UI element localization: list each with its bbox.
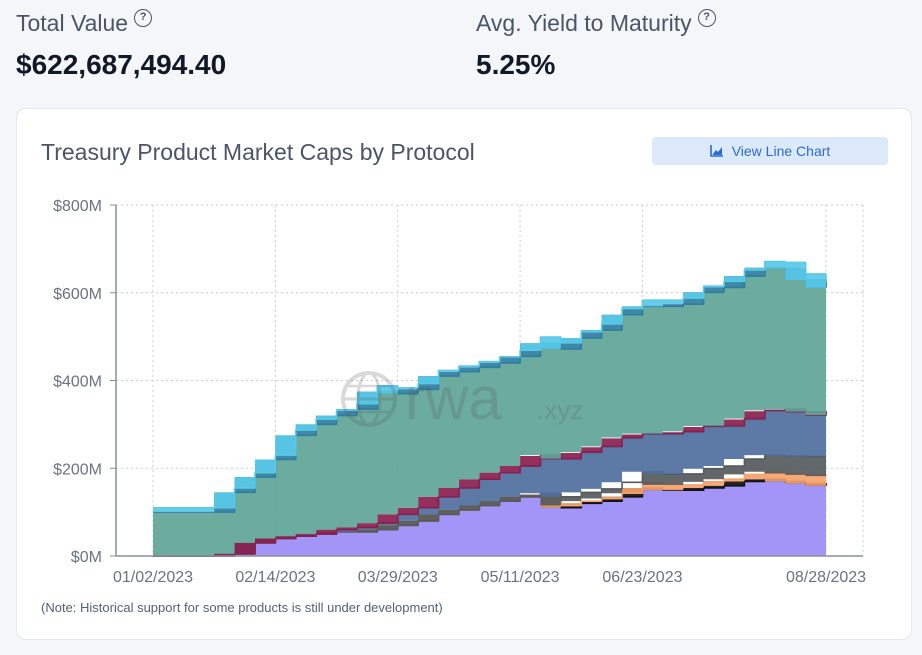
total-value-stat: Total Value ? $622,687,494.40	[16, 8, 227, 81]
total-value-label: Total Value	[16, 10, 129, 36]
x-tick-label: 02/14/2023	[235, 569, 315, 586]
series-area-6	[153, 267, 826, 556]
stacked-area-chart: $0M $200M $400M $600M $800M 01/02/2023 02/14/2…	[53, 198, 866, 586]
y-tick-label: $0M	[71, 549, 102, 566]
x-tick-label: 03/29/2023	[358, 569, 438, 586]
view-line-chart-label: View Line Chart	[731, 143, 831, 159]
y-tick-label: $600M	[53, 286, 102, 303]
chart-note: (Note: Historical support for some produ…	[41, 600, 443, 615]
view-line-chart-button[interactable]: View Line Chart	[652, 137, 888, 165]
watermark-text: rwa	[405, 365, 502, 432]
series-area-0	[153, 479, 826, 556]
globe-icon	[341, 371, 397, 427]
question-circle-icon[interactable]: ?	[697, 8, 716, 27]
series-line-8	[153, 260, 827, 509]
chart-card: $0M $200M $400M $600M $800M 01/02/2023 02/14/2…	[16, 108, 912, 640]
question-circle-icon[interactable]: ?	[134, 8, 153, 27]
y-tick-label: $800M	[53, 198, 102, 215]
x-tick-label: 06/23/2023	[602, 569, 682, 586]
yield-value: 5.25%	[476, 49, 556, 80]
yield-label: Avg. Yield to Maturity	[476, 10, 692, 36]
x-tick-label: 08/28/2023	[786, 569, 866, 586]
x-tick-label: 01/02/2023	[113, 569, 193, 586]
x-tick-label: 05/11/2023	[481, 569, 560, 586]
yield-stat: Avg. Yield to Maturity ? 5.25%	[476, 8, 716, 81]
line-chart-icon	[709, 145, 723, 157]
series-area-4	[153, 409, 826, 556]
watermark-suffix: .xyz	[537, 395, 583, 425]
chart-title: Treasury Product Market Caps by Protocol	[41, 139, 475, 165]
series-line-5	[153, 408, 827, 557]
y-tick-label: $400M	[53, 374, 102, 391]
y-tick-label: $200M	[53, 461, 102, 478]
watermark: rwa .xyz	[341, 365, 583, 432]
total-value: $622,687,494.40	[16, 49, 227, 80]
